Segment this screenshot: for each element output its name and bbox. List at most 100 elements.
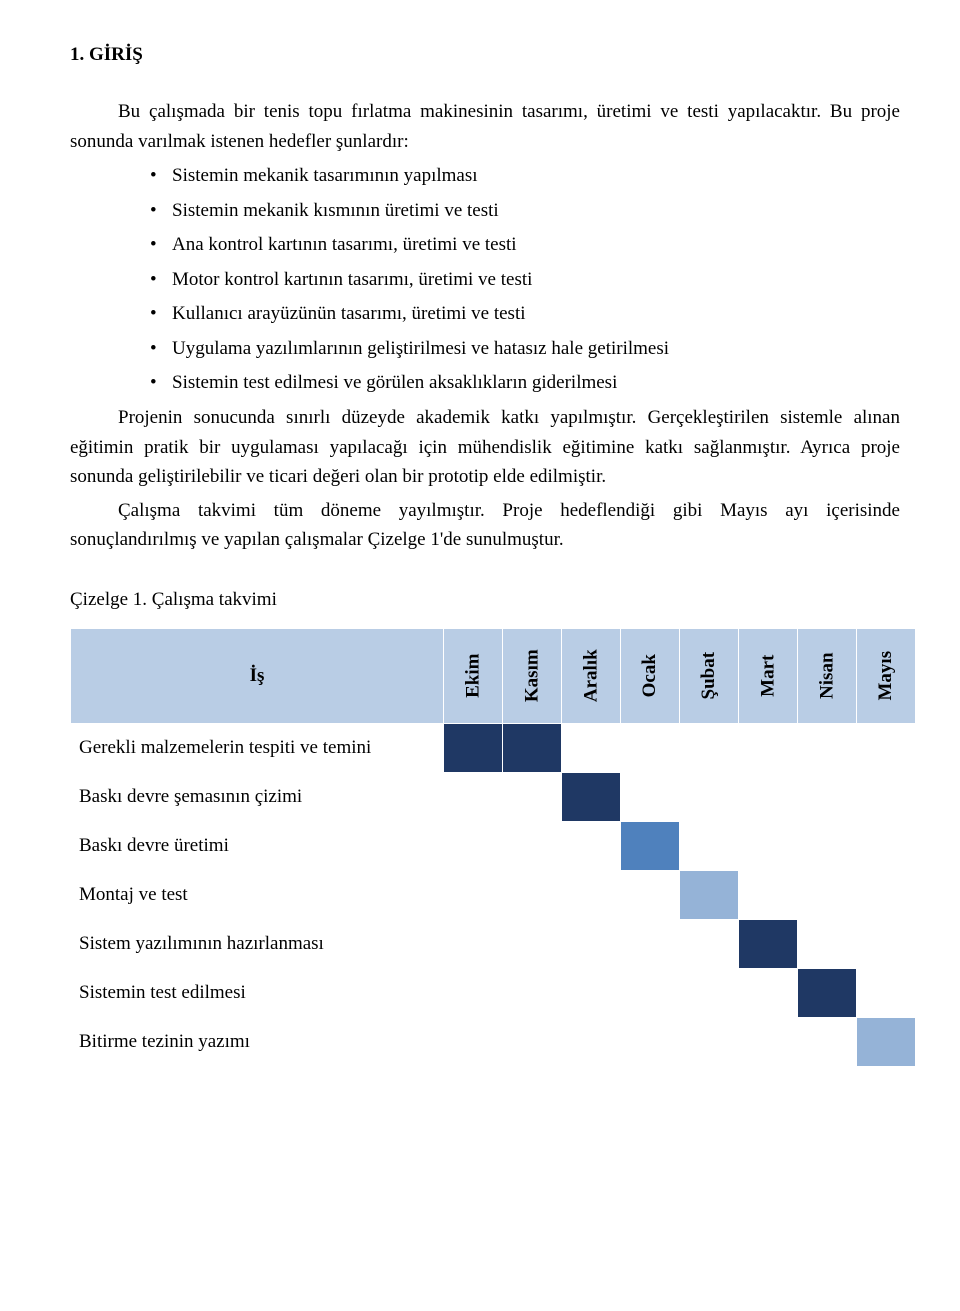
gantt-cell [562,822,621,871]
month-label: Aralık [576,650,605,703]
gantt-cell [739,920,798,969]
gantt-cell [739,871,798,920]
gantt-cell [621,773,680,822]
gantt-cell [562,1018,621,1067]
gantt-cell [503,724,562,773]
gantt-cell [798,1018,857,1067]
gantt-cell [857,969,916,1018]
list-item: Ana kontrol kartının tasarımı, üretimi v… [150,230,900,259]
gantt-cell [680,822,739,871]
header-month: Nisan [798,629,857,724]
task-cell: Bitirme tezinin yazımı [71,1018,444,1067]
gantt-cell [680,1018,739,1067]
header-month: Kasım [503,629,562,724]
list-item: Kullanıcı arayüzünün tasarımı, üretimi v… [150,299,900,328]
gantt-cell [562,871,621,920]
gantt-cell [680,920,739,969]
gantt-cell [621,1018,680,1067]
table-header-row: İş Ekim Kasım Aralık Ocak Şubat Mart Nis… [71,629,916,724]
paragraph-result: Projenin sonucunda sınırlı düzeyde akade… [70,403,900,491]
month-label: Nisan [812,653,841,699]
gantt-cell [739,969,798,1018]
gantt-cell [444,822,503,871]
table-row: Bitirme tezinin yazımı [71,1018,916,1067]
paragraph-schedule: Çalışma takvimi tüm döneme yayılmıştır. … [70,496,900,555]
gantt-cell [444,920,503,969]
gantt-cell [444,969,503,1018]
gantt-cell [680,969,739,1018]
table-row: Montaj ve test [71,871,916,920]
list-item: Sistemin test edilmesi ve görülen aksakl… [150,368,900,397]
month-label: Kasım [517,650,546,703]
gantt-cell [739,773,798,822]
header-month: Mart [739,629,798,724]
month-label: Mayıs [871,651,900,701]
month-label: Mart [753,655,782,697]
gantt-cell [739,1018,798,1067]
gantt-cell [503,969,562,1018]
task-cell: Gerekli malzemelerin tespiti ve temini [71,724,444,773]
gantt-cell [739,822,798,871]
gantt-cell [621,822,680,871]
task-cell: Baskı devre üretimi [71,822,444,871]
gantt-cell [503,822,562,871]
paragraph-intro: Bu çalışmada bir tenis topu fırlatma mak… [70,97,900,156]
gantt-cell [562,724,621,773]
list-item: Motor kontrol kartının tasarımı, üretimi… [150,265,900,294]
header-month: Mayıs [857,629,916,724]
month-label: Şubat [694,652,723,700]
gantt-cell [680,871,739,920]
table-caption: Çizelge 1. Çalışma takvimi [70,585,900,614]
header-month: Aralık [562,629,621,724]
header-month: Ekim [444,629,503,724]
gantt-cell [857,724,916,773]
header-month: Ocak [621,629,680,724]
gantt-cell [444,871,503,920]
gantt-cell [857,871,916,920]
gantt-cell [444,724,503,773]
gantt-cell [798,969,857,1018]
table-row: Sistem yazılımının hazırlanması [71,920,916,969]
gantt-cell [503,773,562,822]
gantt-cell [444,1018,503,1067]
gantt-cell [798,724,857,773]
month-label: Ekim [458,654,487,698]
gantt-cell [680,773,739,822]
list-item: Uygulama yazılımlarının geliştirilmesi v… [150,334,900,363]
gantt-cell [503,920,562,969]
task-cell: Sistem yazılımının hazırlanması [71,920,444,969]
task-cell: Montaj ve test [71,871,444,920]
task-cell: Sistemin test edilmesi [71,969,444,1018]
gantt-cell [680,724,739,773]
task-cell: Baskı devre şemasının çizimi [71,773,444,822]
list-item: Sistemin mekanik kısmının üretimi ve tes… [150,196,900,225]
list-item: Sistemin mekanik tasarımının yapılması [150,161,900,190]
gantt-cell [621,920,680,969]
table-row: Baskı devre şemasının çizimi [71,773,916,822]
gantt-cell [857,1018,916,1067]
gantt-cell [857,920,916,969]
table-row: Baskı devre üretimi [71,822,916,871]
month-label: Ocak [635,654,664,697]
goals-list: Sistemin mekanik tasarımının yapılması S… [70,161,900,397]
gantt-cell [562,920,621,969]
gantt-cell [562,969,621,1018]
gantt-cell [621,871,680,920]
gantt-cell [798,773,857,822]
gantt-cell [621,724,680,773]
gantt-cell [444,773,503,822]
table-row: Sistemin test edilmesi [71,969,916,1018]
gantt-cell [857,773,916,822]
gantt-cell [739,724,798,773]
gantt-cell [503,871,562,920]
gantt-cell [798,871,857,920]
gantt-cell [503,1018,562,1067]
header-month: Şubat [680,629,739,724]
gantt-table: İş Ekim Kasım Aralık Ocak Şubat Mart Nis… [70,628,916,1067]
section-heading: 1. GİRİŞ [70,40,900,69]
header-task: İş [71,629,444,724]
gantt-cell [798,822,857,871]
table-row: Gerekli malzemelerin tespiti ve temini [71,724,916,773]
gantt-cell [621,969,680,1018]
gantt-cell [857,822,916,871]
